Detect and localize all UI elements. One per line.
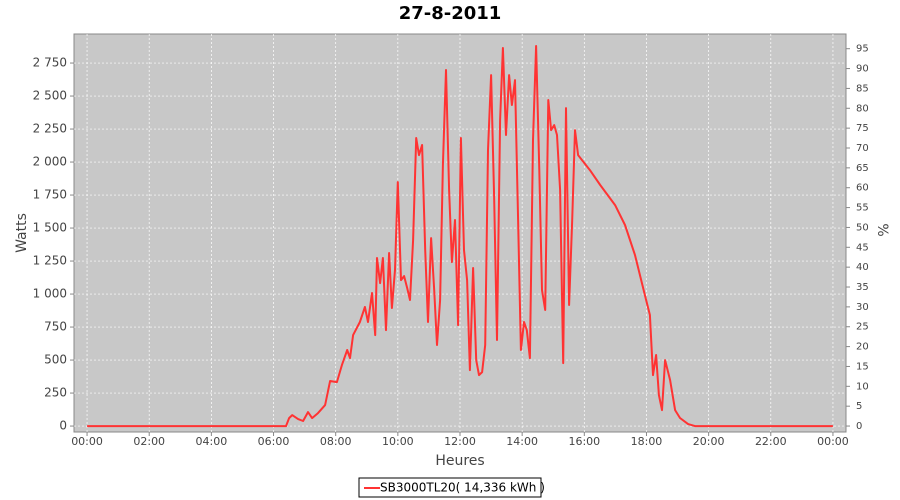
y-tick-label: 750	[44, 320, 67, 334]
y-tick-label: 1 750	[33, 188, 67, 202]
y2-tick-label: 95	[856, 44, 869, 55]
x-tick-label: 00:00	[817, 435, 849, 448]
y2-tick-label: 85	[856, 83, 869, 94]
y-axis-title: Watts	[14, 213, 30, 253]
y2-tick-label: 65	[856, 163, 869, 174]
y2-tick-label: 55	[856, 203, 869, 214]
y-tick-label: 250	[44, 386, 67, 400]
y-tick-label: 2 750	[33, 56, 67, 70]
x-tick-label: 04:00	[196, 435, 228, 448]
y2-tick-label: 0	[856, 421, 862, 432]
legend	[358, 477, 542, 498]
x-tick-label: 08:00	[320, 435, 352, 448]
y2-tick-label: 45	[856, 242, 869, 253]
x-tick-label: 00:00	[71, 435, 103, 448]
legend-label: SB3000TL20( 14,336 kWh )	[380, 481, 545, 495]
y-tick-label: 500	[44, 353, 67, 367]
y-tick-label: 2 500	[33, 89, 67, 103]
x-axis-title: Heures	[435, 453, 484, 469]
series-line	[87, 45, 833, 428]
y2-tick-label: 15	[856, 361, 869, 372]
x-tick-label: 12:00	[444, 435, 476, 448]
y2-tick-label: 70	[856, 143, 869, 154]
y2-tick-label: 50	[856, 222, 869, 233]
y2-tick-label: 75	[856, 123, 869, 134]
x-tick-label: 10:00	[382, 435, 414, 448]
x-tick-label: 14:00	[506, 435, 538, 448]
x-tick-label: 06:00	[258, 435, 290, 448]
y2-tick-label: 35	[856, 282, 869, 293]
y-tick-label: 0	[59, 419, 67, 433]
y2-tick-label: 40	[856, 262, 869, 273]
y2-tick-label: 5	[856, 401, 862, 412]
y2-tick-label: 80	[856, 103, 869, 114]
y2-tick-label: 25	[856, 322, 869, 333]
y2-axis-title: %	[874, 223, 890, 236]
y2-tick-label: 60	[856, 183, 869, 194]
y-tick-label: 2 000	[33, 155, 67, 169]
x-tick-label: 16:00	[568, 435, 600, 448]
y2-tick-label: 30	[856, 302, 869, 313]
y2-tick-label: 20	[856, 342, 869, 353]
x-tick-label: 20:00	[693, 435, 725, 448]
x-tick-label: 02:00	[133, 435, 165, 448]
y2-tick-label: 90	[856, 64, 869, 75]
y-tick-label: 2 250	[33, 122, 67, 136]
y-tick-label: 1 250	[33, 254, 67, 268]
y-tick-label: 1 500	[33, 221, 67, 235]
chart-title: 27-8-2011	[399, 3, 502, 24]
x-tick-label: 18:00	[631, 435, 663, 448]
y2-tick-label: 10	[856, 381, 869, 392]
x-tick-label: 22:00	[755, 435, 787, 448]
y-tick-label: 1 000	[33, 287, 67, 301]
